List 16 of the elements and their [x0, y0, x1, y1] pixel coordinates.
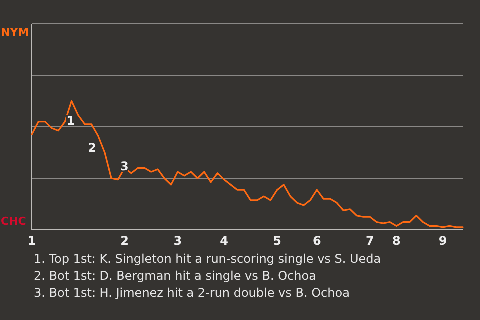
text: 1. Top 1st: K. Singleton hit a run-scoring single vs S. Ueda [34, 252, 382, 266]
text: 2. Bot 1st: D. Bergman hit a single vs B. Ochoa [34, 269, 316, 283]
text: CHC [1, 215, 26, 228]
x-tick-label: 4 [220, 234, 228, 248]
text: 3. Bot 1st: H. Jimenez hit a 2-run double vs B. Ochoa [34, 286, 350, 300]
annotation: 1 [66, 114, 75, 128]
x-tick-label: 3 [174, 234, 182, 248]
x-tick-label: 2 [120, 234, 130, 248]
x-tick-label: 8 [392, 234, 401, 248]
annotation: 2 [88, 140, 97, 155]
x-tick-label: 5 [273, 234, 282, 248]
x-tick-label: 9 [438, 234, 448, 248]
text: NYM [1, 26, 30, 39]
x-tick-label: 1 [28, 234, 36, 248]
x-tick-label: 7 [366, 234, 374, 248]
x-tick-label: 6 [312, 234, 322, 248]
